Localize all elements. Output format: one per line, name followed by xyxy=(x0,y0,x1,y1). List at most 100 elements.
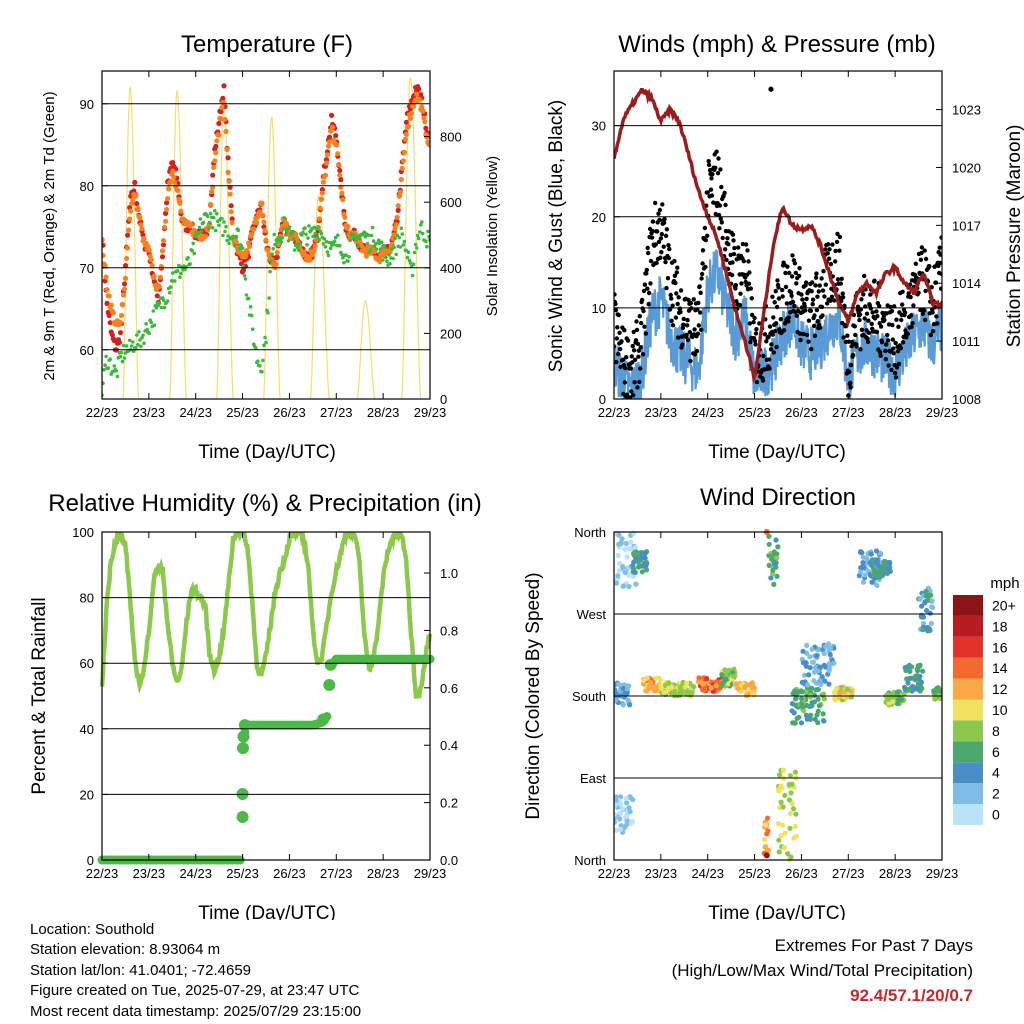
insolation-curve xyxy=(216,106,234,399)
direction-point xyxy=(653,675,659,681)
direction-point xyxy=(640,550,646,556)
direction-point xyxy=(848,694,855,700)
data-point xyxy=(225,238,229,243)
gust-point xyxy=(839,276,844,281)
winds-title: Winds (mph) & Pressure (mb) xyxy=(618,31,935,58)
direction-point xyxy=(624,686,631,692)
humidity-trace xyxy=(99,532,433,700)
data-point xyxy=(312,243,318,249)
data-point xyxy=(420,220,424,224)
colorbar-swatch xyxy=(953,741,983,763)
gust-point xyxy=(868,292,873,297)
data-point xyxy=(171,174,177,180)
gust-point xyxy=(668,292,673,298)
data-point xyxy=(213,143,219,149)
gust-point xyxy=(659,250,664,255)
gust-point xyxy=(715,171,721,176)
direction-point xyxy=(619,536,625,542)
data-point xyxy=(334,142,340,148)
direction-point xyxy=(844,686,851,692)
data-point xyxy=(425,244,429,249)
colorbar-title: mph xyxy=(990,575,1019,592)
data-point xyxy=(322,237,327,241)
direction-point xyxy=(627,809,633,815)
colorbar-swatch xyxy=(953,804,983,825)
y2-tick-label: 200 xyxy=(440,326,462,341)
data-point xyxy=(170,271,175,275)
y-tick-label: 60 xyxy=(80,343,94,358)
data-point xyxy=(335,151,341,157)
gust-point xyxy=(617,330,622,335)
direction-point xyxy=(622,569,628,576)
data-point xyxy=(307,224,311,228)
gust-point xyxy=(850,352,856,358)
rainfall-point xyxy=(237,742,249,755)
direction-point xyxy=(624,821,630,828)
gust-point xyxy=(659,232,664,237)
data-point xyxy=(337,172,343,178)
gust-point xyxy=(752,338,758,344)
colorbar-swatch xyxy=(953,783,983,804)
direction-point xyxy=(912,675,918,681)
gust-point xyxy=(919,250,924,256)
data-point xyxy=(265,247,271,253)
gust-point xyxy=(736,245,741,250)
direction-point xyxy=(932,689,938,696)
gust-point xyxy=(789,293,794,298)
direction-point xyxy=(884,566,891,572)
direction-point xyxy=(614,794,619,800)
gust-point xyxy=(723,202,728,208)
gust-point xyxy=(786,315,791,320)
gust-point xyxy=(729,272,735,278)
gust-point xyxy=(833,259,838,264)
data-point xyxy=(410,273,415,278)
data-point xyxy=(297,248,301,252)
gust-point xyxy=(815,294,820,299)
gust-point xyxy=(801,331,806,337)
pressure-ylabel: Station Pressure (Maroon) xyxy=(1004,125,1024,348)
gust-point xyxy=(905,331,910,336)
data-point xyxy=(102,381,105,385)
data-point xyxy=(414,246,419,250)
data-point xyxy=(330,124,336,130)
data-point xyxy=(260,212,266,218)
data-point xyxy=(123,263,129,269)
gust-point xyxy=(658,255,663,260)
gust-point xyxy=(731,251,737,257)
data-point xyxy=(306,236,310,240)
gust-point xyxy=(631,348,637,353)
direction-point xyxy=(914,666,920,672)
data-point xyxy=(104,287,110,293)
direction-point xyxy=(774,555,780,561)
direction-point xyxy=(928,620,935,627)
data-point xyxy=(159,248,166,254)
data-point xyxy=(191,241,195,246)
direction-point xyxy=(782,792,788,799)
direction-point xyxy=(639,569,645,575)
gust-point xyxy=(703,264,708,270)
data-point xyxy=(234,234,239,239)
direction-point xyxy=(929,598,935,604)
data-point xyxy=(246,296,251,301)
direction-point xyxy=(677,690,684,696)
gust-point xyxy=(911,303,916,308)
winds-plot-area xyxy=(614,86,942,399)
gust-point xyxy=(660,202,665,207)
gust-point xyxy=(702,225,708,231)
data-point xyxy=(208,201,214,208)
gust-point xyxy=(632,357,638,362)
gust-point xyxy=(762,332,768,337)
pressure-trace xyxy=(614,87,942,384)
station-info: Location: Southold Station elevation: 8.… xyxy=(30,920,361,1022)
direction-point xyxy=(751,691,757,697)
gust-point xyxy=(815,319,820,324)
gust-point xyxy=(810,302,815,307)
direction-point xyxy=(788,790,794,796)
gust-point xyxy=(827,247,832,252)
data-point xyxy=(311,247,317,254)
gust-point xyxy=(641,288,647,294)
direction-point xyxy=(792,720,798,726)
data-point xyxy=(141,333,145,338)
data-point xyxy=(106,293,112,299)
gust-point xyxy=(752,315,757,321)
